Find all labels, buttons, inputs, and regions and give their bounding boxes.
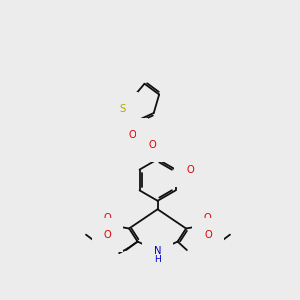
Text: O: O: [148, 140, 156, 150]
Text: S: S: [120, 104, 126, 114]
Text: O: O: [186, 165, 194, 176]
Text: O: O: [204, 213, 212, 223]
Text: O: O: [128, 130, 136, 140]
Text: H: H: [154, 255, 161, 264]
Text: O: O: [205, 230, 212, 240]
Text: O: O: [104, 230, 111, 240]
Text: N: N: [154, 246, 161, 256]
Text: O: O: [104, 213, 111, 223]
